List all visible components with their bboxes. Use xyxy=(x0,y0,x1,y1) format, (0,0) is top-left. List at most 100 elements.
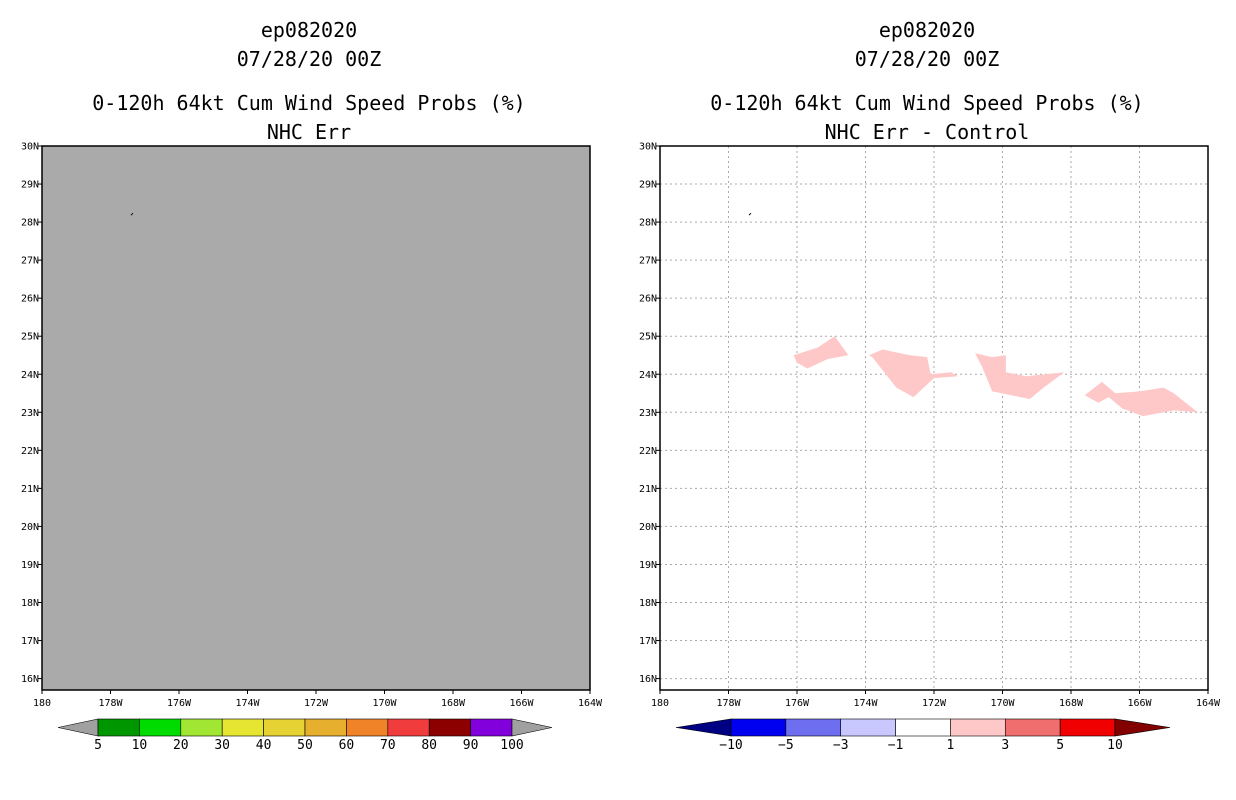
left-ytick-label: 23N xyxy=(21,408,39,419)
right-colorbar-box xyxy=(1004,718,1061,737)
right-xtick-label: 168W xyxy=(1059,698,1084,709)
left-colorbar-box xyxy=(221,718,264,737)
left-colorbar-box xyxy=(263,718,306,737)
right-ytick-label: 20N xyxy=(639,522,657,533)
left-title-subtitle: NHC Err xyxy=(267,120,351,144)
left-xtick-label: 166W xyxy=(509,698,534,709)
left-xtick-label: 170W xyxy=(372,698,397,709)
left-colorbar-label: 10 xyxy=(132,738,148,753)
left-plot-area: 180 178W 176W 174W 172W 170W 168W 166W 164W 30N 29… xyxy=(21,142,603,710)
right-colorbar-label: 5 xyxy=(1056,738,1064,753)
right-xtick-label: 166W xyxy=(1127,698,1152,709)
left-title-date: 07/28/20 00Z xyxy=(237,47,382,71)
left-xtick-label: 164W xyxy=(578,698,603,709)
right-island-mark xyxy=(748,212,752,216)
left-colorbar-box xyxy=(139,718,182,737)
left-ytick-label: 17N xyxy=(21,636,39,647)
left-ytick-label: 30N xyxy=(21,142,39,153)
left-ytick-label: 22N xyxy=(21,446,39,457)
left-xtick-label: 174W xyxy=(235,698,260,709)
left-panel: ep082020 07/28/20 00Z 0-120h 64kt Cum Wi… xyxy=(21,18,603,753)
left-colorbar-label: 30 xyxy=(214,738,230,753)
right-colorbar-label: 1 xyxy=(947,738,955,753)
right-prob-region-3 xyxy=(975,353,1065,399)
right-ytick-label: 21N xyxy=(639,484,657,495)
left-xtick-label: 178W xyxy=(98,698,123,709)
left-colorbar-box xyxy=(180,718,223,737)
right-colorbar-label: 10 xyxy=(1107,738,1123,753)
left-xtick-label: 180 xyxy=(33,698,51,709)
right-ytick-label: 25N xyxy=(639,332,657,343)
right-colorbar-min-triangle xyxy=(675,718,732,737)
right-xtick-label: 178W xyxy=(716,698,741,709)
right-colorbar-label: −5 xyxy=(778,738,794,753)
left-colorbar: 5 10 20 30 40 50 60 70 80 90 100 xyxy=(57,718,553,753)
right-xtick-label: 172W xyxy=(922,698,947,709)
right-ytick-label: 19N xyxy=(639,560,657,571)
left-colorbar-box xyxy=(97,718,140,737)
left-colorbar-label: 50 xyxy=(297,738,313,753)
left-colorbar-box xyxy=(428,718,471,737)
left-ytick-label: 18N xyxy=(21,598,39,609)
left-colorbar-min-triangle xyxy=(57,718,99,737)
left-field-background xyxy=(42,146,590,690)
left-colorbar-box xyxy=(346,718,389,737)
right-ytick-label: 16N xyxy=(639,674,657,685)
right-colorbar-box xyxy=(785,718,842,737)
right-colorbar-label: −3 xyxy=(833,738,849,753)
left-colorbar-max-triangle xyxy=(511,718,553,737)
right-plot-area: 180 178W 176W 174W 172W 170W 168W 166W 164W 30N 29… xyxy=(639,142,1221,710)
right-xtick-label: 180 xyxy=(651,698,669,709)
right-xtick-label: 164W xyxy=(1196,698,1221,709)
left-colorbar-label: 70 xyxy=(380,738,396,753)
left-ytick-label: 20N xyxy=(21,522,39,533)
right-colorbar-box xyxy=(730,718,787,737)
right-ytick-label: 24N xyxy=(639,370,657,381)
right-colorbar-box xyxy=(895,718,951,737)
right-colorbar: −10 −5 −3 −1 1 3 5 10 xyxy=(675,718,1171,753)
right-ytick-label: 23N xyxy=(639,408,657,419)
left-ytick-label: 16N xyxy=(21,674,39,685)
left-xtick-label: 172W xyxy=(304,698,329,709)
right-ytick-label: 29N xyxy=(639,180,657,191)
left-title-product: 0-120h 64kt Cum Wind Speed Probs (%) xyxy=(92,91,525,115)
right-xtick-label: 176W xyxy=(785,698,810,709)
left-colorbar-box xyxy=(387,718,430,737)
right-xtick-label: 170W xyxy=(990,698,1015,709)
left-ytick-label: 29N xyxy=(21,180,39,191)
right-title-storm: ep082020 xyxy=(879,18,975,42)
right-title-product: 0-120h 64kt Cum Wind Speed Probs (%) xyxy=(710,91,1143,115)
right-colorbar-box xyxy=(950,718,1006,737)
left-ytick-label: 24N xyxy=(21,370,39,381)
left-colorbar-box xyxy=(470,718,513,737)
right-xtick-label: 174W xyxy=(853,698,878,709)
left-colorbar-label: 100 xyxy=(500,738,523,753)
right-colorbar-label: −10 xyxy=(719,738,742,753)
right-prob-region-4 xyxy=(1084,381,1198,417)
left-ytick-label: 28N xyxy=(21,218,39,229)
right-ytick-label: 30N xyxy=(639,142,657,153)
right-prob-region-2 xyxy=(868,349,958,398)
left-colorbar-label: 90 xyxy=(463,738,479,753)
left-ytick-label: 26N xyxy=(21,294,39,305)
left-colorbar-label: 80 xyxy=(421,738,437,753)
right-colorbar-label: −1 xyxy=(888,738,904,753)
right-colorbar-label: 3 xyxy=(1001,738,1009,753)
left-island-mark xyxy=(130,212,134,216)
right-title-subtitle: NHC Err - Control xyxy=(825,120,1030,144)
left-ytick-label: 21N xyxy=(21,484,39,495)
right-ytick-label: 28N xyxy=(639,218,657,229)
left-colorbar-label: 5 xyxy=(94,738,102,753)
right-colorbar-max-triangle xyxy=(1114,718,1171,737)
left-title-storm: ep082020 xyxy=(261,18,357,42)
right-title-date: 07/28/20 00Z xyxy=(855,47,1000,71)
right-ytick-label: 27N xyxy=(639,256,657,267)
left-colorbar-label: 60 xyxy=(339,738,355,753)
left-colorbar-box xyxy=(304,718,347,737)
left-colorbar-label: 20 xyxy=(173,738,189,753)
right-ytick-label: 18N xyxy=(639,598,657,609)
right-ytick-label: 26N xyxy=(639,294,657,305)
left-ytick-label: 19N xyxy=(21,560,39,571)
right-ytick-label: 22N xyxy=(639,446,657,457)
